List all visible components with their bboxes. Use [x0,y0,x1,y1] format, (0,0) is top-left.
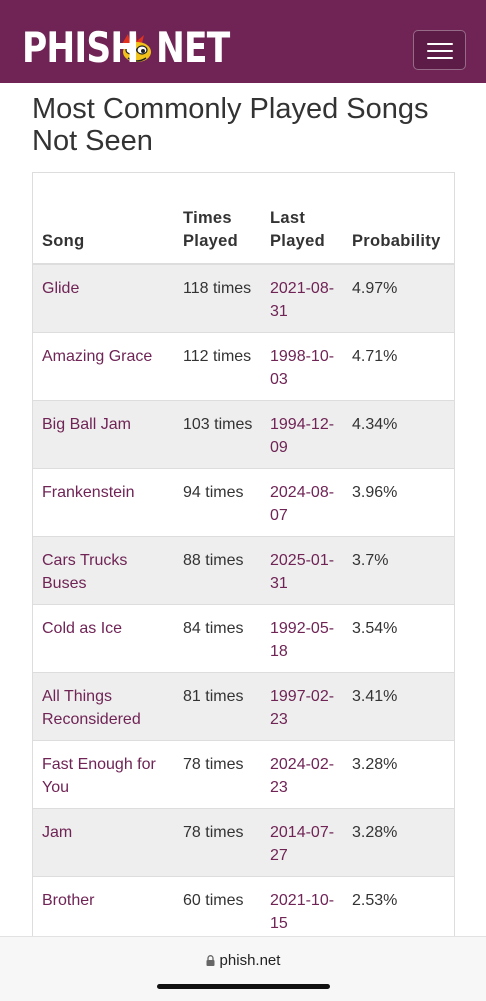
last-played-link[interactable]: 2021-10-15 [261,876,343,936]
last-played-link[interactable]: 1997-02-23 [261,672,343,741]
url-display[interactable]: phish.net [0,952,486,969]
times-played-cell: 78 times [174,740,261,809]
logo-text-right: NET [156,23,230,72]
song-link[interactable]: Brother [33,876,174,936]
times-played-cell: 81 times [174,672,261,741]
song-link[interactable]: Jam [33,808,174,877]
times-played-cell: 94 times [174,468,261,537]
site-header: PHISH NET [0,0,486,83]
times-played-cell: 112 times [174,332,261,401]
probability-cell: 3.54% [343,604,454,673]
url-text: phish.net [219,952,281,969]
menu-button[interactable] [413,30,466,70]
last-played-link[interactable]: 2014-07-27 [261,808,343,877]
times-played-cell: 103 times [174,400,261,469]
probability-cell: 3.7% [343,536,454,605]
lock-icon [206,955,215,966]
last-played-link[interactable]: 1998-10-03 [261,332,343,401]
table-row: Glide 118 times 2021-08-31 4.97% [33,263,454,333]
song-link[interactable]: Frankenstein [33,468,174,537]
column-header-song[interactable]: Song [33,173,174,265]
table-row: Frankenstein 94 times 2024-08-07 3.96% [33,468,454,537]
songs-table: Song Times Played Last Played Probabilit… [32,172,455,936]
probability-cell: 3.96% [343,468,454,537]
times-played-cell: 88 times [174,536,261,605]
times-played-cell: 60 times [174,876,261,936]
mascot-icon [122,32,151,62]
song-link[interactable]: Fast Enough for You [33,740,174,809]
column-header-times-played[interactable]: Times Played [174,173,261,265]
last-played-link[interactable]: 2024-02-23 [261,740,343,809]
last-played-link[interactable]: 2021-08-31 [261,263,343,333]
last-played-link[interactable]: 2024-08-07 [261,468,343,537]
song-link[interactable]: Big Ball Jam [33,400,174,469]
song-link[interactable]: Glide [33,263,174,333]
times-played-cell: 78 times [174,808,261,877]
table-row: All Things Reconsidered 81 times 1997-02… [33,672,454,741]
times-played-cell: 84 times [174,604,261,673]
column-header-probability[interactable]: Probability [343,173,454,265]
table-row: Amazing Grace 112 times 1998-10-03 4.71% [33,332,454,401]
last-played-link[interactable]: 1992-05-18 [261,604,343,673]
probability-cell: 2.53% [343,876,454,936]
times-played-cell: 118 times [174,263,261,333]
song-link[interactable]: Amazing Grace [33,332,174,401]
table-row: Fast Enough for You 78 times 2024-02-23 … [33,740,454,809]
home-indicator[interactable] [157,984,330,989]
browser-address-bar[interactable]: phish.net [0,936,486,1001]
column-header-last-played[interactable]: Last Played [261,173,343,265]
table-row: Cars Trucks Buses 88 times 2025-01-31 3.… [33,536,454,605]
probability-cell: 3.41% [343,672,454,741]
table-row: Jam 78 times 2014-07-27 3.28% [33,808,454,877]
page-title: Most Commonly Played Songs Not Seen [32,93,429,157]
logo-text-left: PHISH [22,23,139,72]
site-logo[interactable]: PHISH NET [22,22,248,74]
last-played-link[interactable]: 1994-12-09 [261,400,343,469]
probability-cell: 4.71% [343,332,454,401]
probability-cell: 3.28% [343,808,454,877]
table-header-row: Song Times Played Last Played Probabilit… [33,173,454,265]
song-link[interactable]: Cold as Ice [33,604,174,673]
table-row: Brother 60 times 2021-10-15 2.53% [33,876,454,936]
last-played-link[interactable]: 2025-01-31 [261,536,343,605]
table-row: Big Ball Jam 103 times 1994-12-09 4.34% [33,400,454,469]
probability-cell: 3.28% [343,740,454,809]
song-link[interactable]: Cars Trucks Buses [33,536,174,605]
probability-cell: 4.34% [343,400,454,469]
probability-cell: 4.97% [343,263,454,333]
hamburger-icon [427,43,453,45]
table-row: Cold as Ice 84 times 1992-05-18 3.54% [33,604,454,673]
song-link[interactable]: All Things Reconsidered [33,672,174,741]
